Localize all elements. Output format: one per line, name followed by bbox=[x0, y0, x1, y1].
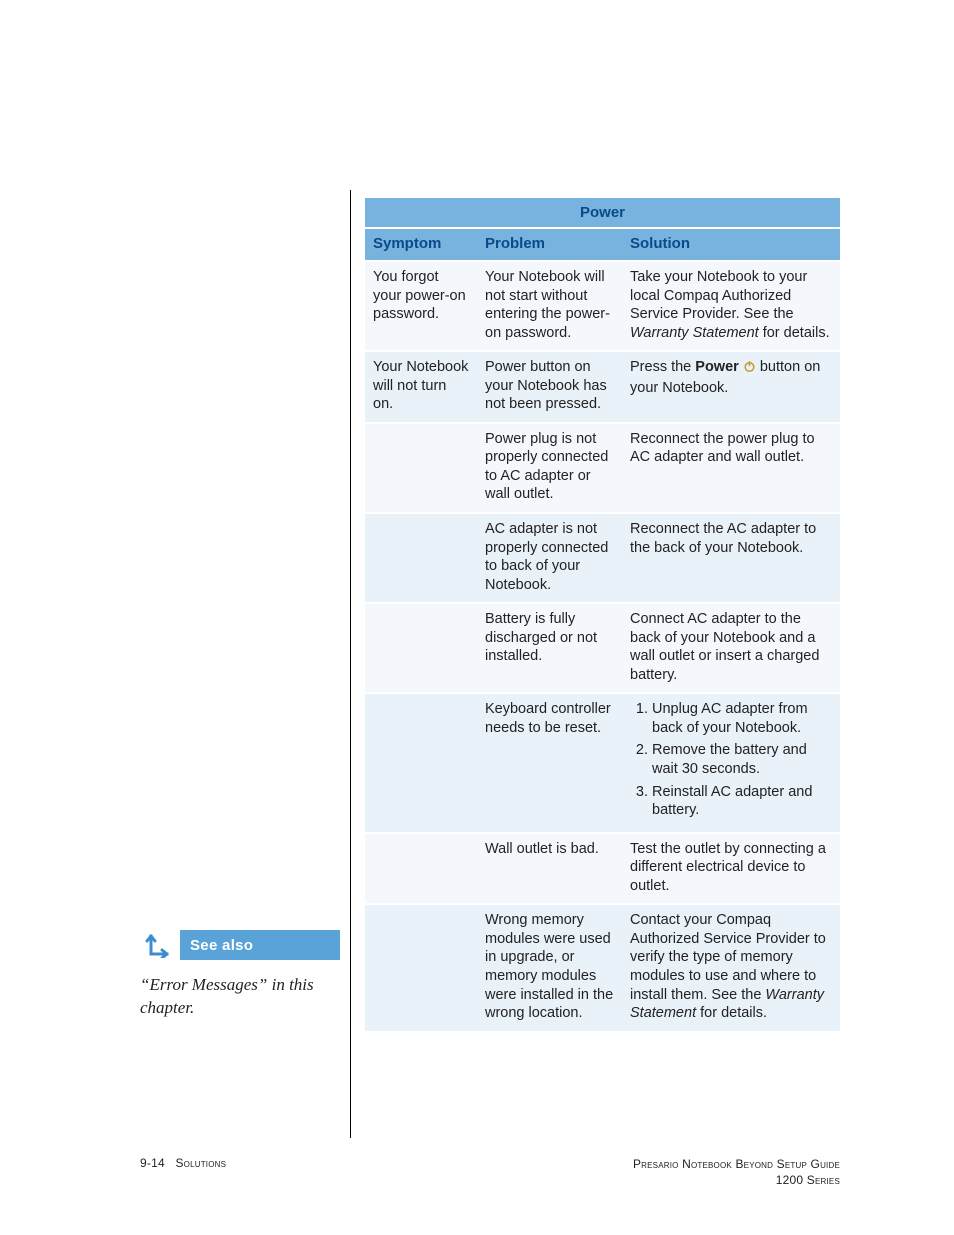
cell-solution: Test the outlet by connecting a differen… bbox=[622, 833, 840, 905]
cell-symptom bbox=[365, 513, 477, 603]
guide-title: Presario Notebook Beyond Setup Guide bbox=[633, 1157, 840, 1171]
cell-solution: Contact your Compaq Authorized Service P… bbox=[622, 904, 840, 1030]
see-also-icon bbox=[140, 930, 180, 960]
table-row: Wall outlet is bad. Test the outlet by c… bbox=[365, 833, 840, 905]
footer-left: 9-14 Solutions bbox=[140, 1156, 226, 1170]
troubleshooting-table: Power Symptom Problem Solution You forgo… bbox=[365, 198, 840, 1031]
vertical-divider bbox=[350, 190, 351, 1138]
table-row: Battery is fully discharged or not insta… bbox=[365, 603, 840, 693]
cell-symptom: Your Notebook will not turn on. bbox=[365, 351, 477, 423]
solution-text: Press the bbox=[630, 359, 695, 375]
cell-problem: Your Notebook will not start without ent… bbox=[477, 261, 622, 351]
solution-italic: Warranty Statement bbox=[630, 325, 759, 341]
solution-text: for details. bbox=[696, 1005, 767, 1021]
step-item: Unplug AC adapter from back of your Note… bbox=[652, 700, 832, 737]
section-name: Solutions bbox=[175, 1156, 226, 1170]
col-header-problem: Problem bbox=[477, 228, 622, 261]
table-row: Keyboard controller needs to be reset. U… bbox=[365, 693, 840, 832]
cell-symptom: You forgot your power-on password. bbox=[365, 261, 477, 351]
see-also-label: See also bbox=[180, 930, 340, 960]
guide-series: 1200 Series bbox=[776, 1173, 840, 1187]
table-row: Your Notebook will not turn on. Power bu… bbox=[365, 351, 840, 423]
cell-problem: Power plug is not properly connected to … bbox=[477, 423, 622, 513]
cell-problem: Wall outlet is bad. bbox=[477, 833, 622, 905]
cell-problem: Battery is fully discharged or not insta… bbox=[477, 603, 622, 693]
cell-solution: Press the Power button on your Notebook. bbox=[622, 351, 840, 423]
col-header-symptom: Symptom bbox=[365, 228, 477, 261]
step-item: Reinstall AC adapter and battery. bbox=[652, 783, 832, 820]
cell-solution: Unplug AC adapter from back of your Note… bbox=[622, 693, 840, 832]
power-table: Power Symptom Problem Solution You forgo… bbox=[365, 198, 840, 1031]
cell-problem: Wrong memory modules were used in upgrad… bbox=[477, 904, 622, 1030]
see-also-text: “Error Messages” in this chapter. bbox=[140, 974, 340, 1020]
see-also-reference: “Error Messages” bbox=[140, 975, 267, 994]
cell-solution: Reconnect the AC adapter to the back of … bbox=[622, 513, 840, 603]
see-also-callout: See also bbox=[140, 930, 340, 960]
cell-symptom bbox=[365, 603, 477, 693]
page-number: 9-14 bbox=[140, 1156, 165, 1170]
footer-right: Presario Notebook Beyond Setup Guide 120… bbox=[633, 1156, 840, 1188]
solution-text: Take your Notebook to your local Compaq … bbox=[630, 269, 807, 322]
col-header-solution: Solution bbox=[622, 228, 840, 261]
cell-symptom bbox=[365, 833, 477, 905]
table-title-row: Power bbox=[365, 198, 840, 228]
table-row: Power plug is not properly connected to … bbox=[365, 423, 840, 513]
document-page: See also “Error Messages” in this chapte… bbox=[0, 0, 954, 1235]
table-row: You forgot your power-on password. Your … bbox=[365, 261, 840, 351]
solution-bold: Power bbox=[695, 359, 739, 375]
cell-symptom bbox=[365, 693, 477, 832]
power-icon bbox=[743, 360, 756, 379]
cell-solution: Reconnect the power plug to AC adapter a… bbox=[622, 423, 840, 513]
cell-solution: Take your Notebook to your local Compaq … bbox=[622, 261, 840, 351]
cell-symptom bbox=[365, 904, 477, 1030]
sidebar-see-also: See also “Error Messages” in this chapte… bbox=[140, 930, 340, 1020]
table-row: Wrong memory modules were used in upgrad… bbox=[365, 904, 840, 1030]
table-title: Power bbox=[365, 198, 840, 228]
step-item: Remove the battery and wait 30 seconds. bbox=[652, 741, 832, 778]
cell-solution: Connect AC adapter to the back of your N… bbox=[622, 603, 840, 693]
table-row: AC adapter is not properly connected to … bbox=[365, 513, 840, 603]
cell-problem: Keyboard controller needs to be reset. bbox=[477, 693, 622, 832]
cell-symptom bbox=[365, 423, 477, 513]
solution-steps: Unplug AC adapter from back of your Note… bbox=[630, 700, 832, 819]
cell-problem: AC adapter is not properly connected to … bbox=[477, 513, 622, 603]
solution-text: for details. bbox=[759, 325, 830, 341]
table-header-row: Symptom Problem Solution bbox=[365, 228, 840, 261]
cell-problem: Power button on your Notebook has not be… bbox=[477, 351, 622, 423]
